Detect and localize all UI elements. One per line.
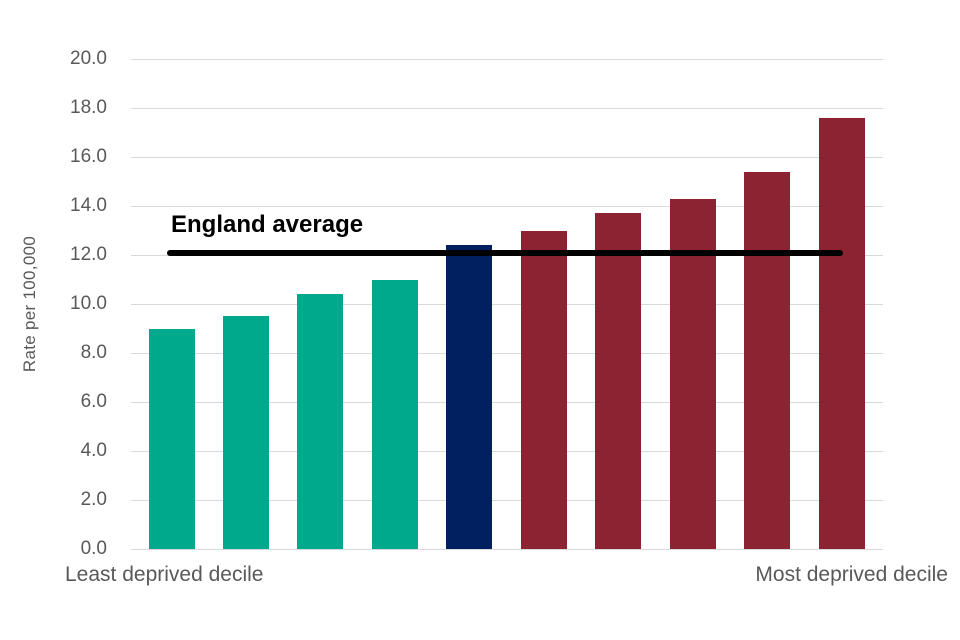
bar-decile-4 <box>371 279 418 549</box>
y-tick-label: 8.0 <box>80 342 107 363</box>
bar-decile-3 <box>297 294 344 549</box>
y-gridline <box>131 108 883 109</box>
y-gridline <box>131 549 883 550</box>
y-gridline <box>131 353 883 354</box>
y-gridline <box>131 59 883 60</box>
bar-decile-7 <box>595 213 642 549</box>
y-gridline <box>131 451 883 452</box>
england-average-line <box>167 249 843 256</box>
y-gridline <box>131 157 883 158</box>
y-tick-label: 14.0 <box>70 195 107 216</box>
y-tick-label: 2.0 <box>80 489 107 510</box>
y-gridline <box>131 206 883 207</box>
y-tick-label: 18.0 <box>70 97 107 118</box>
bar-decile-1 <box>148 328 195 549</box>
y-axis-title: Rate per 100,000 <box>20 235 39 373</box>
y-tick-label: 20.0 <box>70 48 107 69</box>
y-tick-label: 0.0 <box>80 538 107 559</box>
y-tick-label: 6.0 <box>80 391 107 412</box>
england-average-label: England average <box>171 211 364 238</box>
bar-decile-5 <box>446 245 493 549</box>
y-tick-label: 4.0 <box>80 440 107 461</box>
bar-decile-10 <box>818 117 865 549</box>
y-tick-label: 16.0 <box>70 146 107 167</box>
y-gridline <box>131 402 883 403</box>
bar-decile-9 <box>744 171 791 549</box>
bar-decile-6 <box>520 230 567 549</box>
y-tick-label: 10.0 <box>70 293 107 314</box>
x-axis-label-least-deprived: Least deprived decile <box>65 563 264 586</box>
y-gridline <box>131 500 883 501</box>
y-tick-label: 12.0 <box>70 244 107 265</box>
bar-decile-8 <box>669 198 716 549</box>
bar-decile-2 <box>222 316 269 549</box>
y-gridline <box>131 304 883 305</box>
x-axis-label-most-deprived: Most deprived decile <box>755 563 948 586</box>
